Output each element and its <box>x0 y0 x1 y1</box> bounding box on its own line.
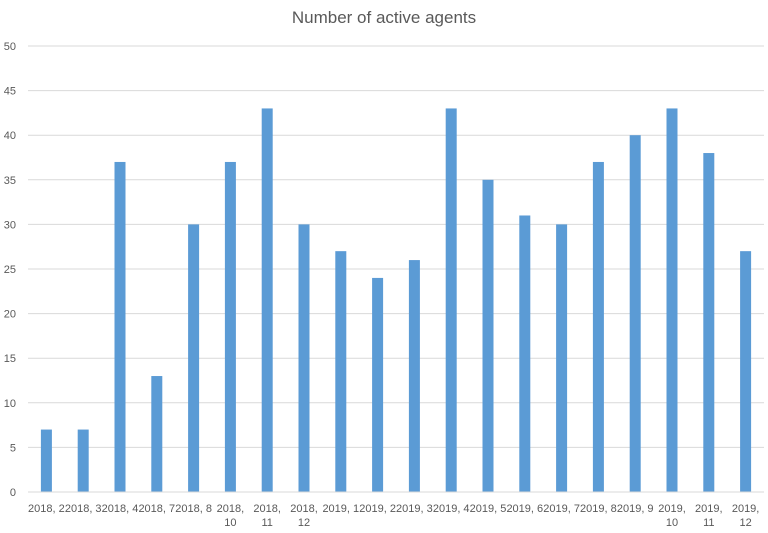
x-tick-label: 2019, 7 <box>543 503 580 515</box>
bar <box>151 376 163 492</box>
y-tick-label: 30 <box>4 219 16 231</box>
x-tick-label: 2018, 12 <box>290 503 318 529</box>
y-tick-label: 25 <box>4 264 16 276</box>
x-tick-label: 2019, 9 <box>617 503 654 515</box>
y-tick-label: 35 <box>4 175 16 187</box>
bars <box>40 108 752 493</box>
x-tick-label: 2019, 2 <box>359 503 396 515</box>
x-tick-label: 2019, 8 <box>580 503 617 515</box>
bar <box>629 135 641 492</box>
x-tick-label: 2018, 2 <box>28 503 65 515</box>
gridlines <box>28 45 764 448</box>
y-tick-label: 5 <box>10 442 16 454</box>
x-tick-label: 2018, 4 <box>102 503 139 515</box>
bar <box>556 224 568 492</box>
x-tick-label: 2019, 5 <box>470 503 507 515</box>
x-axis-ticks: 2018, 2 2018, 3 2018, 4 2018, 7 2018, 8 2018,… <box>28 503 759 529</box>
bar <box>445 108 457 492</box>
y-tick-label: 45 <box>4 86 16 98</box>
y-tick-label: 15 <box>4 353 16 365</box>
bar <box>372 277 384 492</box>
y-axis-ticks: 0 5 10 15 20 25 30 35 40 45 50 <box>4 41 16 499</box>
x-tick-label: 2019, 4 <box>433 503 470 515</box>
y-tick-label: 10 <box>4 398 16 410</box>
bar <box>114 161 126 492</box>
x-tick-label: 2018, 3 <box>65 503 102 515</box>
x-tick-label: 2019, 1 <box>322 503 359 515</box>
bar <box>703 153 715 493</box>
bar <box>298 224 310 492</box>
bar <box>666 108 678 492</box>
x-tick-label: 2018, 11 <box>253 503 281 529</box>
x-tick-label: 2019, 12 <box>732 503 760 529</box>
y-tick-label: 20 <box>4 309 16 321</box>
bar <box>261 108 273 492</box>
x-tick-label: 2018, 7 <box>138 503 175 515</box>
y-tick-label: 40 <box>4 130 16 142</box>
bar <box>482 179 494 493</box>
bar <box>77 429 89 492</box>
bar <box>188 224 200 492</box>
bar <box>335 251 347 492</box>
x-tick-label: 2018, 8 <box>175 503 212 515</box>
bar <box>519 215 531 493</box>
y-tick-label: 50 <box>4 41 16 53</box>
bar <box>224 161 236 492</box>
x-tick-label: 2019, 6 <box>506 503 543 515</box>
chart-title: Number of active agents <box>291 8 477 27</box>
bar <box>408 260 420 492</box>
x-tick-label: 2019, 11 <box>695 503 723 529</box>
bar <box>40 429 52 492</box>
bar <box>740 251 752 492</box>
x-tick-label: 2018, 10 <box>217 503 245 529</box>
x-tick-label: 2019, 10 <box>658 503 686 529</box>
bar <box>592 161 604 492</box>
x-tick-label: 2019, 3 <box>396 503 433 515</box>
y-tick-label: 0 <box>10 487 16 499</box>
